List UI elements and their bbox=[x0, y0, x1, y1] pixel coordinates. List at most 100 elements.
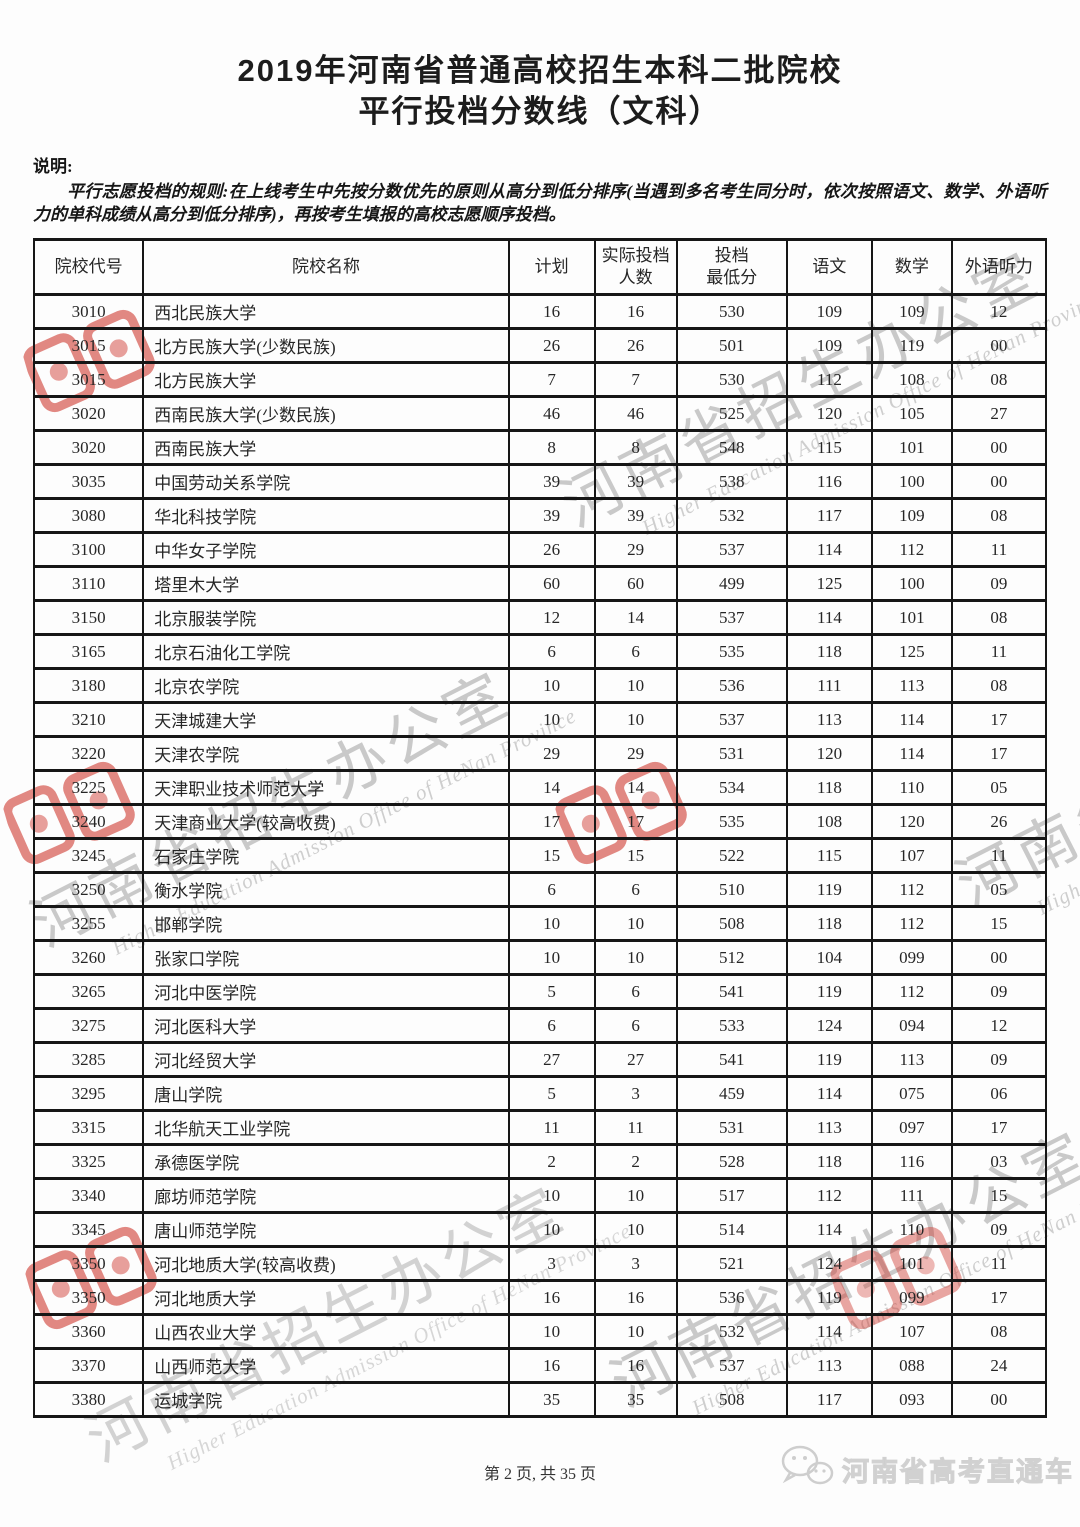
value-cell: 3210 bbox=[32, 701, 145, 738]
column-header-6: 数学 bbox=[870, 238, 953, 296]
value-cell: 10 bbox=[507, 1211, 596, 1248]
value-cell: 535 bbox=[675, 803, 788, 840]
value-cell: 00 bbox=[950, 327, 1048, 364]
table-header-row: 院校代号 院校名称 计划 实际投档 人数 投档 最低分 语文 数学 外语听力 bbox=[32, 238, 1048, 296]
college-name-cell: 山西农业大学 bbox=[142, 1313, 510, 1350]
value-cell: 10 bbox=[507, 905, 596, 942]
value-cell: 101 bbox=[870, 1245, 953, 1282]
value-cell: 116 bbox=[870, 1143, 953, 1180]
page-number: 第 2 页, 共 35 页 bbox=[483, 1466, 596, 1483]
table-row: 3360 山西农业大学 10 10 532 114 107 08 bbox=[32, 1313, 1048, 1350]
value-cell: 501 bbox=[675, 327, 788, 364]
value-cell: 10 bbox=[593, 1313, 678, 1350]
value-cell: 3165 bbox=[32, 633, 145, 670]
value-cell: 3240 bbox=[32, 803, 145, 840]
value-cell: 534 bbox=[675, 769, 788, 806]
value-cell: 3015 bbox=[32, 327, 145, 364]
college-name-cell: 唐山学院 bbox=[142, 1075, 510, 1112]
value-cell: 15 bbox=[593, 837, 678, 874]
value-cell: 3020 bbox=[32, 395, 145, 432]
value-cell: 7 bbox=[593, 361, 678, 398]
value-cell: 08 bbox=[950, 667, 1048, 704]
table-row: 3010 西北民族大学 16 16 530 109 109 12 bbox=[32, 293, 1048, 330]
value-cell: 09 bbox=[950, 973, 1048, 1010]
value-cell: 115 bbox=[785, 837, 873, 874]
value-cell: 08 bbox=[950, 361, 1048, 398]
value-cell: 10 bbox=[593, 939, 678, 976]
value-cell: 113 bbox=[870, 667, 953, 704]
value-cell: 09 bbox=[950, 1211, 1048, 1248]
value-cell: 112 bbox=[785, 1177, 873, 1214]
value-cell: 3180 bbox=[32, 667, 145, 704]
college-name-cell: 华北科技学院 bbox=[142, 497, 510, 534]
value-cell: 10 bbox=[507, 1313, 596, 1350]
value-cell: 3380 bbox=[32, 1381, 145, 1418]
value-cell: 111 bbox=[870, 1177, 953, 1214]
value-cell: 15 bbox=[507, 837, 596, 874]
value-cell: 3 bbox=[593, 1075, 678, 1112]
value-cell: 3350 bbox=[32, 1279, 145, 1316]
column-header-7: 外语听力 bbox=[950, 238, 1048, 296]
college-name-cell: 廊坊师范学院 bbox=[142, 1177, 510, 1214]
value-cell: 16 bbox=[507, 1279, 596, 1316]
value-cell: 113 bbox=[785, 1347, 873, 1384]
table-row: 3315 北华航天工业学院 11 11 531 113 097 17 bbox=[32, 1109, 1048, 1146]
value-cell: 120 bbox=[785, 395, 873, 432]
college-name-cell: 运城学院 bbox=[142, 1381, 510, 1418]
value-cell: 3150 bbox=[32, 599, 145, 636]
value-cell: 08 bbox=[950, 1313, 1048, 1350]
value-cell: 113 bbox=[785, 1109, 873, 1146]
value-cell: 10 bbox=[507, 701, 596, 738]
value-cell: 26 bbox=[507, 531, 596, 568]
value-cell: 10 bbox=[507, 1177, 596, 1214]
value-cell: 3015 bbox=[32, 361, 145, 398]
table-row: 3350 河北地质大学 16 16 536 119 099 17 bbox=[32, 1279, 1048, 1316]
value-cell: 3010 bbox=[32, 293, 145, 330]
value-cell: 26 bbox=[950, 803, 1048, 840]
column-header-4: 投档 最低分 bbox=[675, 238, 788, 296]
table-row: 3325 承德医学院 2 2 528 118 116 03 bbox=[32, 1143, 1048, 1180]
value-cell: 100 bbox=[870, 565, 953, 602]
value-cell: 16 bbox=[593, 1347, 678, 1384]
value-cell: 119 bbox=[870, 327, 953, 364]
college-name-cell: 天津商业大学(较高收费) bbox=[142, 803, 510, 840]
value-cell: 114 bbox=[870, 701, 953, 738]
value-cell: 118 bbox=[785, 1143, 873, 1180]
college-name-cell: 山西师范大学 bbox=[142, 1347, 510, 1384]
value-cell: 112 bbox=[870, 871, 953, 908]
value-cell: 3295 bbox=[32, 1075, 145, 1112]
value-cell: 6 bbox=[507, 871, 596, 908]
value-cell: 12 bbox=[507, 599, 596, 636]
table-row: 3035 中国劳动关系学院 39 39 538 116 100 00 bbox=[32, 463, 1048, 500]
value-cell: 10 bbox=[593, 1211, 678, 1248]
value-cell: 114 bbox=[870, 735, 953, 772]
table-row: 3350 河北地质大学(较高收费) 3 3 521 124 101 11 bbox=[32, 1245, 1048, 1282]
value-cell: 17 bbox=[950, 735, 1048, 772]
value-cell: 3260 bbox=[32, 939, 145, 976]
value-cell: 116 bbox=[785, 463, 873, 500]
column-header-1: 院校名称 bbox=[142, 238, 510, 296]
value-cell: 3080 bbox=[32, 497, 145, 534]
college-name-cell: 北方民族大学 bbox=[142, 361, 510, 398]
value-cell: 10 bbox=[593, 667, 678, 704]
value-cell: 06 bbox=[950, 1075, 1048, 1112]
value-cell: 119 bbox=[785, 1041, 873, 1078]
table-row: 3285 河北经贸大学 27 27 541 119 113 09 bbox=[32, 1041, 1048, 1078]
value-cell: 512 bbox=[675, 939, 788, 976]
value-cell: 117 bbox=[785, 497, 873, 534]
college-name-cell: 唐山师范学院 bbox=[142, 1211, 510, 1248]
value-cell: 099 bbox=[870, 1279, 953, 1316]
value-cell: 00 bbox=[950, 1381, 1048, 1418]
value-cell: 15 bbox=[950, 1177, 1048, 1214]
value-cell: 2 bbox=[593, 1143, 678, 1180]
value-cell: 114 bbox=[785, 1313, 873, 1350]
value-cell: 11 bbox=[507, 1109, 596, 1146]
value-cell: 3325 bbox=[32, 1143, 145, 1180]
value-cell: 109 bbox=[870, 497, 953, 534]
value-cell: 3035 bbox=[32, 463, 145, 500]
value-cell: 60 bbox=[593, 565, 678, 602]
value-cell: 532 bbox=[675, 1313, 788, 1350]
value-cell: 11 bbox=[950, 837, 1048, 874]
value-cell: 14 bbox=[593, 599, 678, 636]
value-cell: 109 bbox=[785, 293, 873, 330]
